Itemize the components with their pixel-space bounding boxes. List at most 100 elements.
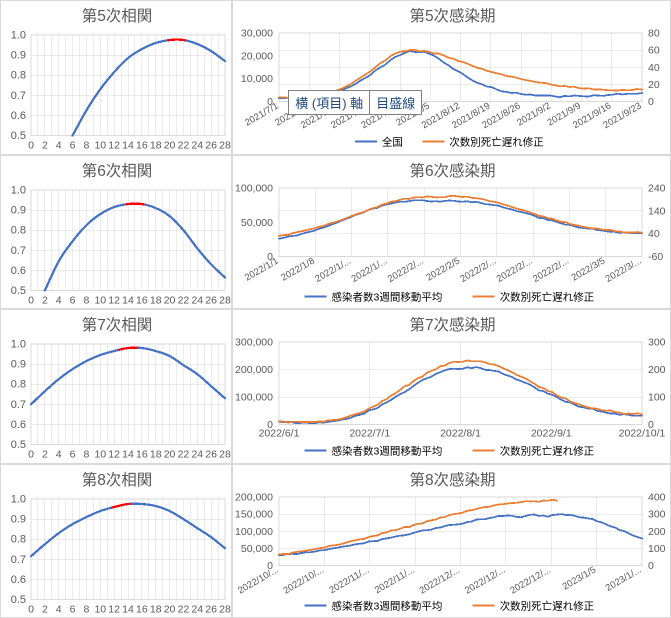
svg-text:100: 100 bbox=[648, 392, 666, 404]
svg-text:20: 20 bbox=[164, 294, 176, 306]
svg-text:6: 6 bbox=[70, 449, 76, 461]
svg-text:2: 2 bbox=[42, 603, 48, 615]
svg-text:0.8: 0.8 bbox=[11, 224, 26, 236]
svg-text:0.7: 0.7 bbox=[11, 399, 26, 411]
svg-text:2: 2 bbox=[42, 449, 48, 461]
svg-text:100,000: 100,000 bbox=[235, 525, 273, 537]
svg-text:10: 10 bbox=[94, 140, 106, 152]
svg-text:1.0: 1.0 bbox=[11, 493, 26, 505]
svg-text:0.5: 0.5 bbox=[11, 285, 26, 297]
svg-text:18: 18 bbox=[150, 603, 162, 615]
svg-text:2022/7/1: 2022/7/1 bbox=[349, 428, 390, 440]
svg-text:14: 14 bbox=[122, 603, 134, 615]
svg-text:12: 12 bbox=[108, 140, 120, 152]
svg-text:2022/8/1: 2022/8/1 bbox=[440, 428, 481, 440]
svg-text:18: 18 bbox=[150, 140, 162, 152]
svg-text:6: 6 bbox=[70, 140, 76, 152]
svg-text:2022/12/...: 2022/12/... bbox=[463, 564, 507, 596]
svg-text:第5次相関: 第5次相関 bbox=[82, 7, 153, 25]
svg-text:150,000: 150,000 bbox=[235, 508, 273, 520]
svg-text:22: 22 bbox=[178, 140, 190, 152]
svg-text:28: 28 bbox=[219, 294, 231, 306]
svg-text:20,000: 20,000 bbox=[241, 50, 273, 62]
svg-text:全国: 全国 bbox=[382, 136, 403, 149]
svg-text:24: 24 bbox=[191, 603, 203, 615]
svg-text:10: 10 bbox=[94, 294, 106, 306]
svg-text:0.6: 0.6 bbox=[11, 573, 26, 585]
svg-text:2022/2/...: 2022/2/... bbox=[495, 255, 535, 284]
svg-text:1.0: 1.0 bbox=[11, 30, 26, 42]
svg-text:0: 0 bbox=[28, 294, 34, 306]
svg-text:100,000: 100,000 bbox=[235, 182, 273, 194]
svg-text:2022/10/1: 2022/10/1 bbox=[619, 428, 666, 440]
svg-text:0.8: 0.8 bbox=[11, 379, 26, 391]
svg-text:第8次感染期: 第8次感染期 bbox=[409, 471, 495, 489]
svg-text:12: 12 bbox=[108, 603, 120, 615]
svg-text:4: 4 bbox=[56, 140, 62, 152]
svg-text:次数別死亡遅れ修正: 次数別死亡遅れ修正 bbox=[500, 599, 595, 612]
svg-text:16: 16 bbox=[136, 294, 148, 306]
svg-text:第7次相関: 第7次相関 bbox=[82, 316, 153, 334]
svg-text:感染者数3週間移動平均: 感染者数3週間移動平均 bbox=[332, 445, 443, 458]
svg-text:4: 4 bbox=[56, 449, 62, 461]
svg-text:2022/12/...: 2022/12/... bbox=[508, 564, 552, 596]
svg-text:200: 200 bbox=[648, 525, 666, 537]
svg-text:0.7: 0.7 bbox=[11, 244, 26, 256]
svg-text:4: 4 bbox=[56, 603, 62, 615]
svg-text:80: 80 bbox=[648, 28, 660, 40]
svg-text:0.8: 0.8 bbox=[11, 533, 26, 545]
svg-text:0: 0 bbox=[28, 603, 34, 615]
svg-text:次数別死亡遅れ修正: 次数別死亡遅れ修正 bbox=[500, 290, 595, 303]
svg-text:200,000: 200,000 bbox=[235, 364, 273, 376]
svg-text:0.9: 0.9 bbox=[11, 513, 26, 525]
svg-text:8: 8 bbox=[84, 140, 90, 152]
svg-text:200: 200 bbox=[648, 364, 666, 376]
svg-text:第6次相関: 第6次相関 bbox=[82, 162, 153, 180]
svg-text:-60: -60 bbox=[648, 251, 663, 263]
svg-text:0: 0 bbox=[648, 96, 654, 108]
svg-text:第7次感染期: 第7次感染期 bbox=[409, 316, 495, 334]
svg-text:28: 28 bbox=[219, 140, 231, 152]
svg-text:20: 20 bbox=[164, 603, 176, 615]
svg-text:50,000: 50,000 bbox=[241, 216, 273, 228]
svg-text:10: 10 bbox=[94, 449, 106, 461]
svg-text:6: 6 bbox=[70, 603, 76, 615]
svg-text:0.9: 0.9 bbox=[11, 204, 26, 216]
svg-text:0.7: 0.7 bbox=[11, 553, 26, 565]
svg-text:200,000: 200,000 bbox=[235, 491, 273, 503]
svg-text:12: 12 bbox=[108, 294, 120, 306]
svg-text:18: 18 bbox=[150, 294, 162, 306]
svg-text:16: 16 bbox=[136, 140, 148, 152]
svg-text:第5次感染期: 第5次感染期 bbox=[409, 7, 495, 25]
svg-text:2022/3/5: 2022/3/5 bbox=[570, 255, 608, 283]
svg-text:第8次相関: 第8次相関 bbox=[82, 471, 153, 489]
svg-text:28: 28 bbox=[219, 449, 231, 461]
svg-text:28: 28 bbox=[219, 603, 231, 615]
svg-text:6: 6 bbox=[70, 294, 76, 306]
svg-text:0.6: 0.6 bbox=[11, 419, 26, 431]
svg-text:8: 8 bbox=[84, 294, 90, 306]
svg-text:100: 100 bbox=[648, 542, 666, 554]
svg-text:8: 8 bbox=[84, 603, 90, 615]
svg-text:50,000: 50,000 bbox=[241, 542, 273, 554]
svg-text:2022/2/...: 2022/2/... bbox=[386, 255, 426, 284]
svg-text:16: 16 bbox=[136, 603, 148, 615]
svg-text:14: 14 bbox=[122, 294, 134, 306]
svg-text:26: 26 bbox=[205, 603, 217, 615]
svg-text:4: 4 bbox=[56, 294, 62, 306]
svg-text:0: 0 bbox=[28, 140, 34, 152]
svg-text:300,000: 300,000 bbox=[235, 337, 273, 349]
svg-text:300: 300 bbox=[648, 337, 666, 349]
svg-text:0.9: 0.9 bbox=[11, 359, 26, 371]
svg-text:2022/10/...: 2022/10/... bbox=[281, 564, 325, 596]
svg-text:100,000: 100,000 bbox=[235, 392, 273, 404]
svg-text:14: 14 bbox=[122, 449, 134, 461]
svg-text:2022/1/...: 2022/1/... bbox=[350, 255, 390, 284]
svg-text:140: 140 bbox=[648, 205, 666, 217]
svg-text:24: 24 bbox=[191, 294, 203, 306]
svg-text:第6次感染期: 第6次感染期 bbox=[409, 162, 495, 180]
svg-text:240: 240 bbox=[648, 182, 666, 194]
svg-text:40: 40 bbox=[648, 62, 660, 74]
svg-text:0.8: 0.8 bbox=[11, 70, 26, 82]
svg-text:0.6: 0.6 bbox=[11, 264, 26, 276]
